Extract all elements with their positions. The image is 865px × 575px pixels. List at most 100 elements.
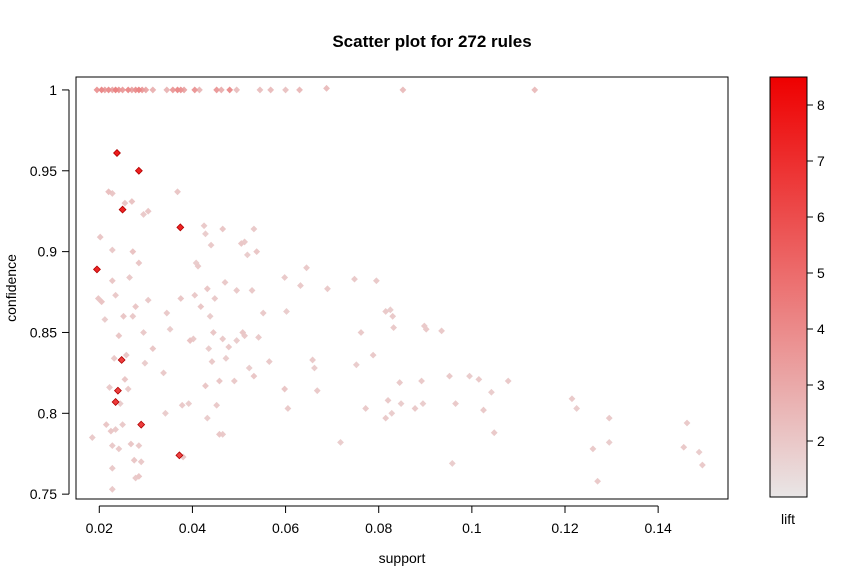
- data-point: [568, 395, 576, 403]
- data-point: [309, 356, 316, 364]
- data-point: [362, 405, 370, 412]
- data-point: [92, 265, 101, 274]
- data-point: [480, 406, 487, 414]
- data-point: [203, 414, 211, 422]
- data-point: [397, 400, 405, 408]
- data-point: [419, 400, 427, 408]
- data-point: [118, 205, 127, 214]
- data-point: [239, 329, 247, 336]
- data-point: [311, 364, 318, 372]
- data-point: [448, 460, 456, 467]
- data-point: [411, 405, 419, 412]
- data-point: [203, 285, 211, 293]
- data-point: [88, 434, 96, 441]
- data-point: [96, 233, 104, 241]
- data-point: [106, 384, 113, 391]
- data-point: [369, 351, 377, 359]
- data-point: [267, 86, 275, 94]
- data-point: [446, 372, 453, 380]
- data-point: [197, 303, 205, 310]
- data-point: [372, 277, 380, 285]
- data-point: [233, 337, 241, 344]
- data-point: [324, 285, 331, 293]
- data-point: [253, 248, 261, 256]
- data-point: [128, 86, 136, 94]
- data-point: [202, 382, 209, 390]
- data-point: [418, 377, 425, 385]
- y-tick-label: 0.85: [30, 324, 57, 340]
- color-scale-tick-label: 7: [817, 153, 825, 169]
- data-point: [256, 86, 264, 94]
- data-point: [105, 86, 112, 94]
- data-point: [122, 351, 130, 359]
- data-point: [683, 419, 691, 427]
- data-point: [488, 388, 495, 396]
- data-point: [208, 358, 216, 365]
- data-point: [191, 291, 199, 299]
- x-axis: 0.02 0.04 0.06 0.08 0.1 0.12 0.14: [86, 505, 672, 536]
- data-point: [121, 199, 129, 207]
- data-point: [112, 86, 119, 94]
- data-point: [135, 86, 143, 94]
- data-point: [142, 86, 150, 94]
- data-point: [250, 372, 258, 380]
- data-point: [255, 333, 262, 341]
- data-point: [531, 86, 539, 94]
- data-point: [113, 386, 122, 395]
- data-point: [283, 308, 290, 315]
- data-point: [282, 86, 289, 94]
- data-point: [149, 345, 157, 353]
- y-tick-label: 1: [49, 82, 57, 98]
- data-point: [241, 238, 248, 246]
- data-point: [166, 325, 174, 333]
- data-point: [144, 296, 152, 304]
- x-tick-label: 0.14: [645, 520, 672, 536]
- data-point: [177, 295, 185, 302]
- data-point: [119, 86, 126, 94]
- data-point: [237, 240, 245, 247]
- data-point: [162, 409, 169, 417]
- data-point: [107, 427, 115, 435]
- data-point: [108, 442, 116, 450]
- data-point: [174, 188, 181, 196]
- data-point: [117, 355, 126, 364]
- data-point: [141, 359, 149, 367]
- data-point: [303, 264, 310, 272]
- data-point: [129, 248, 137, 256]
- data-point: [108, 246, 116, 254]
- data-point: [129, 312, 137, 320]
- data-point: [250, 225, 258, 233]
- data-point: [179, 453, 187, 461]
- data-point: [213, 401, 221, 409]
- y-tick-label: 0.75: [30, 486, 57, 502]
- data-point: [284, 405, 292, 412]
- data-point: [695, 448, 703, 456]
- data-point: [108, 464, 116, 472]
- data-point: [297, 282, 304, 289]
- data-point: [120, 312, 127, 320]
- data-point: [94, 295, 102, 302]
- data-point: [93, 86, 101, 94]
- data-point: [127, 440, 135, 448]
- data-point: [490, 429, 498, 437]
- data-point: [121, 375, 129, 383]
- data-point: [119, 421, 126, 429]
- data-point: [313, 387, 321, 395]
- x-tick-label: 0.08: [365, 520, 392, 536]
- data-point: [185, 400, 193, 408]
- data-point: [213, 86, 221, 94]
- data-point: [169, 86, 177, 94]
- data-point: [225, 343, 233, 351]
- data-point: [351, 275, 358, 283]
- data-point: [698, 461, 706, 469]
- data-point: [390, 324, 398, 332]
- data-point: [475, 375, 483, 383]
- data-point: [221, 278, 229, 286]
- data-point: [438, 327, 445, 335]
- data-point: [680, 443, 688, 451]
- data-point: [200, 222, 208, 230]
- data-point: [222, 354, 230, 362]
- data-point: [248, 287, 256, 294]
- color-scale-tick-label: 4: [817, 321, 825, 337]
- data-point: [135, 472, 143, 480]
